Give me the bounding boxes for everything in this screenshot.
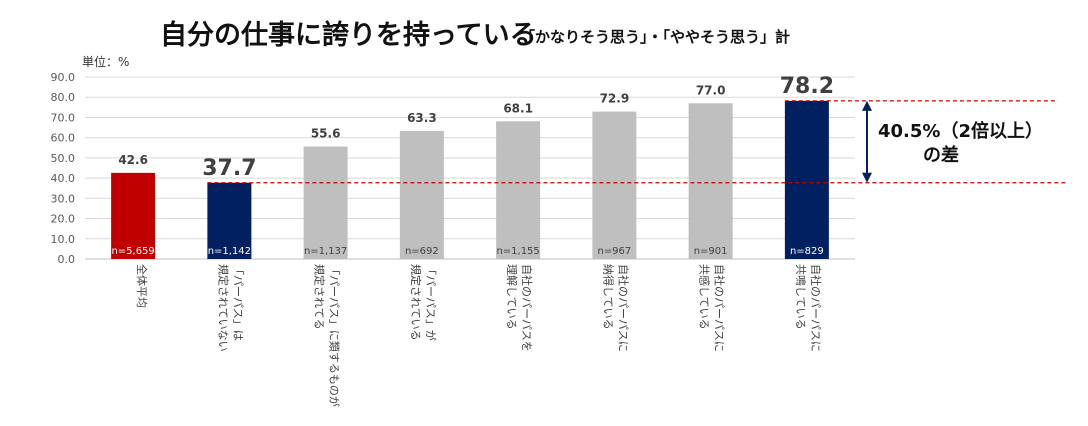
category-label-line: 自社のパーパスに: [809, 264, 823, 352]
y-tick-label: 60.0: [51, 132, 76, 145]
bar-value-label: 68.1: [503, 101, 533, 115]
sample-size-label: n=1,137: [304, 246, 347, 257]
y-tick-label: 30.0: [51, 192, 76, 205]
bar: [496, 121, 541, 259]
sample-size-label: n=5,659: [111, 246, 154, 257]
category-label-line: 規定されてる: [313, 264, 327, 330]
category-label-line: 全体平均: [135, 264, 149, 308]
category-label-line: 「パーパス」に類するものが: [328, 264, 342, 407]
category-label-line: 共鳴している: [794, 264, 808, 330]
bar-value-label: 55.6: [311, 127, 341, 141]
arrow-head-up-icon: [862, 100, 872, 111]
bar: [784, 100, 829, 260]
sample-size-label: n=692: [405, 246, 439, 257]
category-label-line: 共感している: [698, 264, 711, 330]
y-tick-label: 40.0: [51, 172, 76, 185]
category-label-line: 自社のパーパスに: [713, 264, 727, 352]
bar: [688, 103, 733, 260]
bar: [399, 130, 444, 259]
bar-value-label: 78.2: [780, 74, 834, 99]
chart-subtitle: 「かなりそう思う」・「ややそう思う」計: [520, 28, 790, 46]
bar: [303, 146, 348, 259]
category-label-line: 「パーパス」が: [424, 264, 438, 341]
y-tick-label: 10.0: [51, 233, 76, 246]
category-label-line: 理解している: [505, 264, 519, 330]
sample-size-label: n=1,142: [208, 246, 251, 257]
bar-value-label: 42.6: [118, 153, 148, 167]
category-label-line: 「パーパス」は: [231, 264, 244, 341]
y-tick-label: 0.0: [58, 253, 76, 266]
sample-size-label: n=1,155: [496, 246, 539, 257]
category-label: 全体平均: [135, 264, 149, 308]
category-label-line: 規定されていない: [216, 264, 230, 352]
category-label-line: 自社のパーパスを: [520, 264, 534, 352]
difference-annotation-line1: 40.5%（2倍以上）: [878, 120, 1043, 142]
y-tick-label: 70.0: [51, 111, 76, 124]
bar: [592, 111, 637, 259]
arrow-head-down-icon: [862, 172, 872, 183]
difference-annotation-line2: の差: [923, 144, 959, 166]
category-label-line: 自社のパーパスに: [616, 264, 630, 352]
sample-size-label: n=967: [597, 246, 631, 257]
bar-value-label: 63.3: [407, 111, 437, 125]
sample-size-label: n=829: [790, 246, 824, 257]
chart-title: 自分の仕事に誇りを持っている: [160, 19, 537, 51]
y-tick-label: 20.0: [51, 213, 76, 226]
y-tick-label: 50.0: [51, 152, 76, 165]
sample-size-label: n=901: [694, 246, 728, 257]
category-label-line: 規定されている: [409, 264, 423, 341]
category-label-line: 納得している: [601, 264, 614, 330]
bar-value-label: 37.7: [202, 156, 256, 181]
y-tick-label: 90.0: [51, 71, 76, 84]
bar: [111, 172, 156, 259]
bar: [207, 182, 252, 259]
y-tick-label: 80.0: [51, 91, 76, 104]
bar-value-label: 77.0: [696, 83, 726, 97]
unit-label: 単位：%: [82, 54, 129, 69]
bar-value-label: 72.9: [600, 92, 630, 106]
